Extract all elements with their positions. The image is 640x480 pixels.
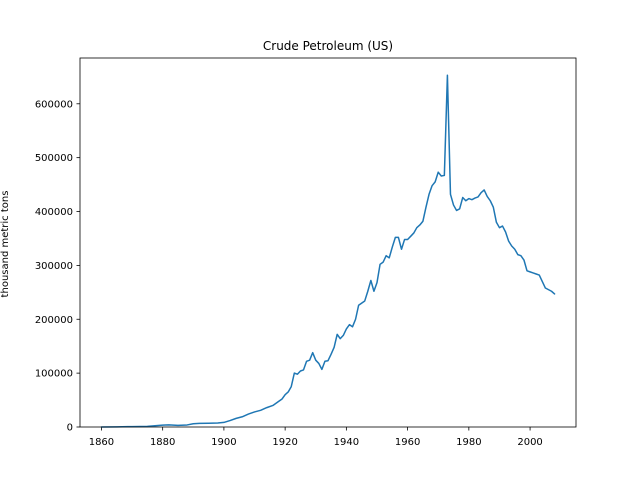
x-axis-ticks: 1860 1880 1900 1920 1940 1960 1980 2000 <box>89 427 543 448</box>
x-tick-label: 1880 <box>150 437 175 448</box>
x-tick-label: 1920 <box>272 437 297 448</box>
x-tick-label: 1900 <box>211 437 236 448</box>
y-axis-ticks: 0 100000 200000 300000 400000 500000 600000 <box>35 99 80 434</box>
x-tick-label: 1980 <box>456 437 481 448</box>
y-tick-label: 600000 <box>35 99 73 110</box>
x-tick-label: 1960 <box>395 437 420 448</box>
chart-title: Crude Petroleum (US) <box>263 39 393 53</box>
plot-frame <box>79 57 577 428</box>
x-tick-label: 1940 <box>334 437 359 448</box>
y-tick-label: 500000 <box>35 153 73 164</box>
series-line <box>100 74 556 428</box>
y-tick-label: 100000 <box>35 369 73 380</box>
y-tick-label: 0 <box>67 423 73 434</box>
y-axis-label: thousand metric tons <box>0 191 11 298</box>
y-tick-label: 300000 <box>35 261 73 272</box>
x-tick-label: 2000 <box>517 437 542 448</box>
x-tick-label: 1860 <box>89 437 114 448</box>
y-tick-label: 200000 <box>35 315 73 326</box>
y-tick-label: 400000 <box>35 207 73 218</box>
